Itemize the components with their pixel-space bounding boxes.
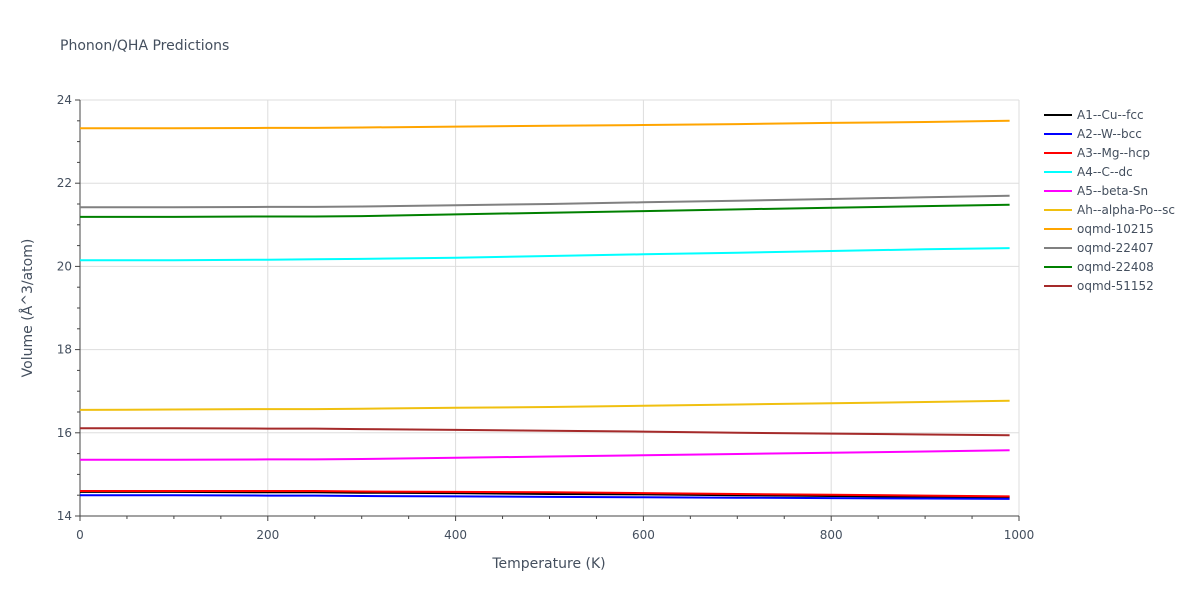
legend-item: oqmd-51152 bbox=[1044, 279, 1154, 293]
legend-item: oqmd-10215 bbox=[1044, 222, 1154, 236]
legend-label: A3--Mg--hcp bbox=[1077, 146, 1150, 160]
legend-item: A5--beta-Sn bbox=[1044, 184, 1148, 198]
x-axis-title: Temperature (K) bbox=[491, 556, 605, 572]
legend-item: oqmd-22407 bbox=[1044, 241, 1154, 255]
series-line-10 bbox=[80, 427, 1010, 437]
legend-item: A4--C--dc bbox=[1044, 165, 1133, 179]
legend-label: A2--W--bcc bbox=[1077, 127, 1142, 141]
y-tick-label: 18 bbox=[57, 343, 72, 357]
legend-label: oqmd-22407 bbox=[1077, 241, 1154, 255]
x-tick-label: 400 bbox=[444, 528, 467, 542]
legend-label: A5--beta-Sn bbox=[1077, 184, 1148, 198]
y-tick-label: 14 bbox=[57, 509, 72, 523]
series-line-4 bbox=[80, 247, 1010, 262]
legend-item: oqmd-22408 bbox=[1044, 260, 1154, 274]
legend-label: oqmd-10215 bbox=[1077, 222, 1154, 236]
y-tick-label: 16 bbox=[57, 426, 72, 440]
x-tick-label: 1000 bbox=[1004, 528, 1035, 542]
series-line-7 bbox=[80, 119, 1010, 130]
legend-item: A2--W--bcc bbox=[1044, 127, 1142, 141]
series-lines bbox=[79, 119, 1010, 500]
chart-title: Phonon/QHA Predictions bbox=[60, 38, 229, 54]
legend-item: A3--Mg--hcp bbox=[1044, 146, 1150, 160]
legend-item: A1--Cu--fcc bbox=[1044, 108, 1144, 122]
y-tick-label: 20 bbox=[57, 259, 72, 273]
series-line-6 bbox=[79, 399, 1010, 411]
series-line-2 bbox=[80, 494, 1010, 500]
series-line-1 bbox=[80, 490, 1010, 499]
legend-label: A4--C--dc bbox=[1077, 165, 1133, 179]
legend-label: A1--Cu--fcc bbox=[1077, 108, 1144, 122]
series-line-3 bbox=[80, 490, 1010, 498]
series-line-9 bbox=[80, 203, 1010, 218]
legend-label: oqmd-22408 bbox=[1077, 260, 1154, 274]
x-tick-label: 0 bbox=[76, 528, 84, 542]
legend-item: Ah--alpha-Po--sc bbox=[1044, 203, 1175, 217]
legend-label: oqmd-51152 bbox=[1077, 279, 1154, 293]
x-tick-label: 200 bbox=[256, 528, 279, 542]
y-axis-title: Volume (Å^3/atom) bbox=[19, 239, 36, 378]
series-line-8 bbox=[80, 194, 1010, 209]
series-line-5 bbox=[80, 449, 1010, 461]
axes: 0 200 400 600 800 1000 14 16 18 20 22 24 bbox=[57, 93, 1035, 542]
y-tick-label: 22 bbox=[57, 176, 72, 190]
x-tick-label: 800 bbox=[820, 528, 843, 542]
x-tick-label: 600 bbox=[632, 528, 655, 542]
legend-label: Ah--alpha-Po--sc bbox=[1077, 203, 1175, 217]
legend: A1--Cu--fcc A2--W--bcc A3--Mg--hcp A4--C--d… bbox=[1044, 108, 1175, 293]
y-tick-label: 24 bbox=[57, 93, 72, 107]
grid bbox=[80, 99, 1020, 516]
